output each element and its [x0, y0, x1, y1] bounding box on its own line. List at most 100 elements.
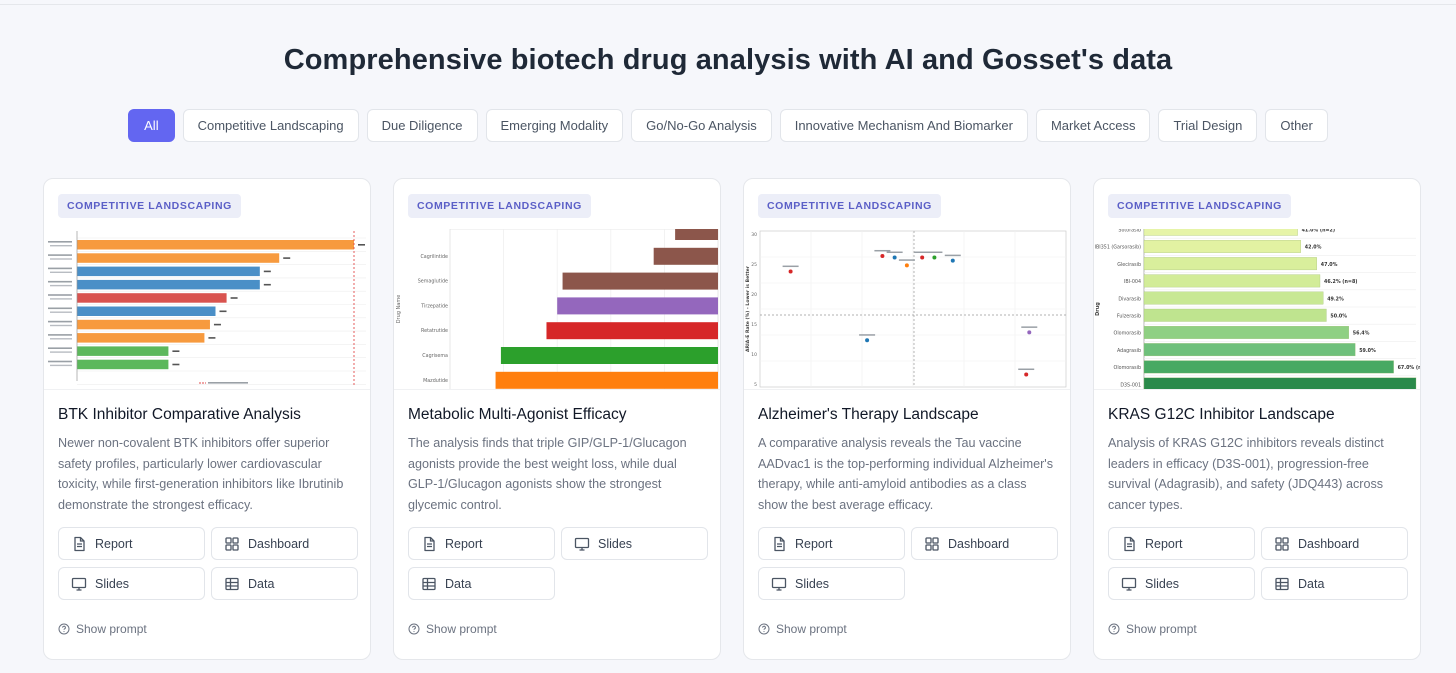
filter-innovative-mechanism-and-biomarker[interactable]: Innovative Mechanism And Biomarker: [779, 109, 1028, 142]
btk-value-mark: [219, 310, 227, 313]
btk-bar: [77, 293, 227, 303]
dashboard-button[interactable]: Dashboard: [911, 527, 1058, 560]
page-title: Comprehensive biotech drug analysis with…: [283, 44, 1173, 76]
document-icon: [774, 536, 785, 551]
show-prompt-link[interactable]: Show prompt: [408, 622, 497, 636]
monitor-icon: [771, 577, 787, 591]
chart-thumbnail[interactable]: Sotorasib 41.0% (n=2) IBI351 (Garsorasib) 4…: [1094, 229, 1420, 390]
data-button[interactable]: Data: [1261, 567, 1408, 600]
show-prompt-link[interactable]: Show prompt: [1108, 622, 1197, 636]
data-button[interactable]: Data: [211, 567, 358, 600]
btk-tick-label-mark: [48, 307, 72, 310]
filter-due-diligence[interactable]: Due Diligence: [366, 109, 478, 142]
slides-button-label: Slides: [95, 576, 130, 591]
chart-thumbnail[interactable]: [44, 229, 370, 390]
help-circle-icon: [758, 623, 770, 635]
kras-bar: [1143, 360, 1394, 374]
chart-thumbnail[interactable]: 30 25 20 15 10 5 ARIA-E Rate (%) - Lower is Be…: [744, 229, 1070, 390]
data-button-label: Data: [445, 576, 472, 591]
dashboard-button[interactable]: Dashboard: [1261, 527, 1408, 560]
scatter-point: [950, 258, 955, 263]
btk-tick-label-mark: [48, 320, 72, 323]
table-icon: [225, 577, 239, 590]
category-filter-bar: All Competitive Landscaping Due Diligenc…: [0, 109, 1456, 142]
report-button[interactable]: Report: [408, 527, 555, 560]
kras-tick-label: Adagrasib: [1117, 348, 1141, 354]
chart-thumbnail[interactable]: Cagrilintide Semaglutide Tirzepatide Retatr…: [394, 229, 720, 390]
category-tag: COMPETITIVE LANDSCAPING: [58, 194, 241, 218]
btk-value-mark: [213, 323, 221, 326]
data-button[interactable]: Data: [408, 567, 555, 600]
metabolic-bar: [546, 322, 718, 340]
analysis-card-metabolic[interactable]: COMPETITIVE LANDSCAPING Cagrilintide Sema…: [393, 178, 721, 660]
btk-tick-label-mark: [50, 351, 72, 353]
btk-value-mark: [358, 244, 365, 246]
btk-bar-chart-thumbnail: [48, 231, 366, 387]
scatter-point: [904, 263, 909, 268]
filter-other[interactable]: Other: [1265, 109, 1328, 142]
show-prompt-label: Show prompt: [1126, 622, 1197, 636]
dashboard-button[interactable]: Dashboard: [211, 527, 358, 560]
metabolic-tick-label: Cagrilintide: [420, 254, 448, 260]
btk-tick-label-mark: [48, 294, 72, 296]
analysis-card-alzheimer[interactable]: COMPETITIVE LANDSCAPING 30 25 20 15 10 5 ARIA-…: [743, 178, 1071, 660]
alzheimer-y-tick-label: 10: [751, 352, 757, 358]
slides-button-label: Slides: [795, 576, 830, 591]
table-icon: [422, 577, 436, 590]
scatter-point-label-mark: [886, 251, 903, 254]
filter-competitive-landscaping[interactable]: Competitive Landscaping: [182, 109, 359, 142]
scatter-point: [788, 269, 793, 274]
scatter-point-label-mark: [1021, 326, 1038, 328]
filter-all[interactable]: All: [128, 109, 175, 142]
scatter-point-label-mark: [1018, 368, 1035, 371]
data-button-label: Data: [248, 576, 275, 591]
show-prompt-link[interactable]: Show prompt: [58, 622, 147, 636]
btk-value-mark: [283, 257, 291, 259]
metabolic-bar: [557, 297, 718, 315]
report-button-label: Report: [1145, 536, 1183, 551]
analysis-card-btk[interactable]: COMPETITIVE LANDSCAPING BTK Inhibitor Co…: [43, 178, 371, 660]
kras-value-label: 49.2%: [1327, 296, 1344, 302]
filter-emerging-modality[interactable]: Emerging Modality: [485, 109, 624, 142]
kras-bar-chart-thumbnail: Sotorasib 41.0% (n=2) IBI351 (Garsorasib) 4…: [1095, 229, 1420, 389]
data-button-label: Data: [1298, 576, 1325, 591]
scatter-point-label-mark: [874, 249, 891, 252]
slides-button[interactable]: Slides: [1108, 567, 1255, 600]
card-title[interactable]: BTK Inhibitor Comparative Analysis: [58, 406, 301, 423]
category-tag: COMPETITIVE LANDSCAPING: [758, 194, 941, 218]
kras-bar: [1143, 377, 1417, 389]
scatter-point-label-mark: [914, 251, 931, 254]
show-prompt-label: Show prompt: [426, 622, 497, 636]
card-title[interactable]: Metabolic Multi-Agonist Efficacy: [408, 406, 627, 423]
alzheimer-y-tick-label: 15: [751, 322, 757, 328]
kras-tick-label: D3S-001: [1120, 382, 1141, 388]
slides-button[interactable]: Slides: [561, 527, 708, 560]
card-title[interactable]: KRAS G12C Inhibitor Landscape: [1108, 406, 1335, 423]
report-button[interactable]: Report: [58, 527, 205, 560]
btk-tick-label-mark: [50, 284, 72, 287]
analysis-card-kras[interactable]: COMPETITIVE LANDSCAPING Sotorasib 41.0% (…: [1093, 178, 1421, 660]
metabolic-tick-label: Retatrutide: [421, 328, 448, 334]
report-button[interactable]: Report: [1108, 527, 1255, 560]
filter-go-no-go-analysis[interactable]: Go/No-Go Analysis: [631, 109, 772, 142]
show-prompt-link[interactable]: Show prompt: [758, 622, 847, 636]
card-title[interactable]: Alzheimer's Therapy Landscape: [758, 406, 979, 423]
grid-icon: [225, 536, 239, 551]
filter-market-access[interactable]: Market Access: [1035, 109, 1151, 142]
btk-tick-label-mark: [50, 298, 72, 300]
metabolic-tick-label: Cagrisema: [422, 353, 448, 359]
alzheimer-y-axis-label: ARIA-E Rate (%) - Lower is Better: [745, 265, 751, 352]
scatter-point: [932, 255, 937, 260]
kras-bar: [1143, 257, 1317, 271]
scatter-point: [865, 338, 870, 343]
report-button[interactable]: Report: [758, 527, 905, 560]
filter-trial-design[interactable]: Trial Design: [1158, 109, 1258, 142]
kras-tick-label: Glecirasib: [1117, 262, 1141, 268]
btk-value-mark: [263, 283, 271, 286]
slides-button[interactable]: Slides: [758, 567, 905, 600]
slides-button-label: Slides: [598, 536, 633, 551]
dashboard-button-label: Dashboard: [948, 536, 1010, 551]
slides-button[interactable]: Slides: [58, 567, 205, 600]
btk-tick-label-mark: [50, 258, 72, 260]
metabolic-tick-label: Mazdutide: [423, 378, 448, 384]
